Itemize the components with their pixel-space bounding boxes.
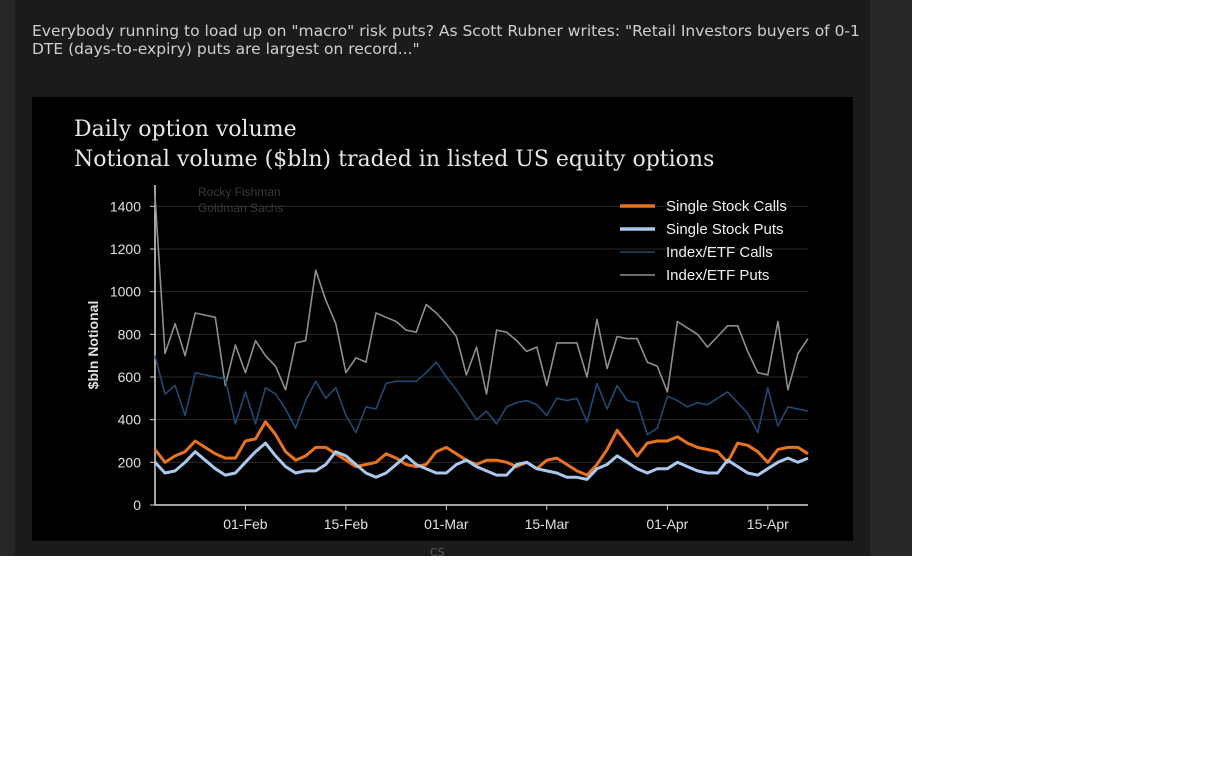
y-tick-label: 0 (133, 497, 141, 513)
article-text: Everybody running to load up on "macro" … (32, 22, 860, 58)
x-tick-label: 15-Mar (525, 516, 570, 532)
legend: Single Stock Calls Single Stock Puts Index… (620, 198, 787, 284)
chart-title: Daily option volume (74, 117, 297, 142)
legend-label: Index/ETF Calls (666, 244, 773, 261)
axes: 0 200 400 600 800 1000 1200 1400 01-Feb 15-Feb 01-… (85, 185, 808, 532)
y-tick-label: 1000 (110, 284, 141, 300)
y-tick-label: 1400 (110, 198, 141, 214)
watermark-text: Rocky Fishman (198, 185, 281, 199)
legend-label: Index/ETF Puts (666, 267, 769, 284)
series-line-index-etf-puts (154, 195, 809, 395)
y-tick-label: 600 (118, 369, 142, 385)
watermark: Rocky Fishman Goldman Sachs (198, 185, 283, 215)
y-axis-label: $bln Notional (85, 301, 101, 390)
x-tick-label: 01-Mar (424, 516, 469, 532)
x-tick-label: 01-Apr (646, 516, 688, 532)
bottom-fade-text: CS (430, 546, 445, 559)
series-line-index-etf-calls (154, 355, 809, 436)
legend-label: Single Stock Calls (666, 198, 787, 215)
y-tick-label: 400 (118, 412, 142, 428)
series-line-single-stock-calls (153, 420, 809, 477)
legend-label: Single Stock Puts (666, 221, 784, 238)
chart-subtitle: Notional volume ($bln) traded in listed … (74, 147, 715, 172)
chart-image: Daily option volume Notional volume ($bl… (32, 97, 853, 541)
watermark-text: Goldman Sachs (198, 201, 283, 215)
series-lines (153, 195, 809, 481)
y-tick-label: 200 (118, 454, 142, 470)
chart-title-block: Daily option volume Notional volume ($bl… (74, 115, 714, 175)
series-line-single-stock-puts (153, 441, 809, 481)
x-tick-label: 01-Feb (223, 516, 268, 532)
x-tick-label: 15-Feb (324, 516, 369, 532)
line-chart: 0 200 400 600 800 1000 1200 1400 01-Feb 15-Feb 01-… (85, 185, 809, 532)
x-tick-label: 15-Apr (747, 516, 789, 532)
y-tick-label: 800 (118, 326, 142, 342)
y-tick-label: 1200 (110, 241, 141, 257)
